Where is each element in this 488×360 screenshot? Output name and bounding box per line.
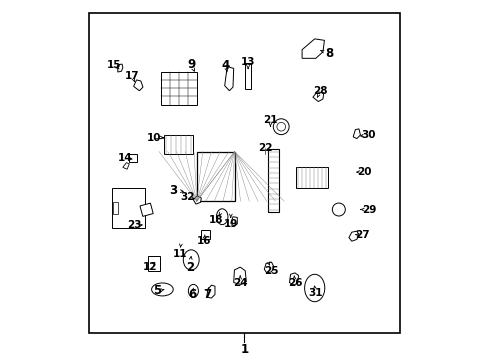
Text: 23: 23 [127,220,142,230]
Polygon shape [264,262,273,273]
Text: 1: 1 [240,343,248,356]
Bar [267,149,279,212]
Bar [161,72,196,105]
Text: 4: 4 [221,59,229,72]
Bar [244,63,251,89]
Polygon shape [348,231,358,241]
Polygon shape [302,39,324,58]
Text: 20: 20 [356,167,370,177]
Text: 3: 3 [169,184,177,197]
Bar [89,13,400,333]
Polygon shape [206,285,215,298]
Bar [163,135,193,154]
Text: 7: 7 [203,288,211,301]
Text: 9: 9 [187,58,195,71]
Ellipse shape [276,122,285,131]
Bar [112,188,144,228]
Polygon shape [113,202,118,214]
Ellipse shape [188,284,198,297]
Polygon shape [312,92,323,102]
Text: 18: 18 [208,215,223,225]
Text: 31: 31 [308,288,323,298]
Polygon shape [122,163,129,169]
Text: 14: 14 [118,153,132,163]
Text: 27: 27 [355,230,369,240]
Text: 12: 12 [142,262,157,272]
Text: 26: 26 [287,278,302,288]
Text: 28: 28 [312,86,326,96]
Text: 17: 17 [124,71,139,81]
Ellipse shape [304,274,324,302]
Text: 24: 24 [232,278,247,288]
Polygon shape [118,64,122,72]
Polygon shape [230,217,237,226]
Bar [140,203,153,216]
Text: 2: 2 [185,261,193,274]
Polygon shape [133,80,142,91]
Text: 25: 25 [264,266,278,276]
Text: 16: 16 [197,236,211,246]
Polygon shape [233,267,246,284]
Bar [196,152,234,201]
Ellipse shape [332,203,345,216]
Text: 21: 21 [263,114,277,125]
Polygon shape [289,273,298,285]
Bar [201,230,210,239]
Bar [296,167,327,188]
Polygon shape [224,67,233,91]
Text: 22: 22 [258,143,272,153]
Text: 13: 13 [241,57,255,67]
Ellipse shape [216,209,227,225]
Bar [148,256,159,271]
Ellipse shape [183,250,199,270]
Text: 6: 6 [188,288,196,301]
Text: 32: 32 [180,192,195,202]
Text: 19: 19 [223,219,238,229]
Polygon shape [193,196,201,204]
Text: 15: 15 [107,60,121,70]
Ellipse shape [273,119,288,135]
Bar [129,154,137,162]
Text: 8: 8 [325,47,332,60]
Ellipse shape [151,283,173,296]
Polygon shape [352,129,360,139]
Text: 29: 29 [362,204,376,215]
Text: 11: 11 [172,249,186,259]
Text: 30: 30 [361,130,375,140]
Text: 5: 5 [153,284,161,297]
Text: 10: 10 [146,132,161,143]
